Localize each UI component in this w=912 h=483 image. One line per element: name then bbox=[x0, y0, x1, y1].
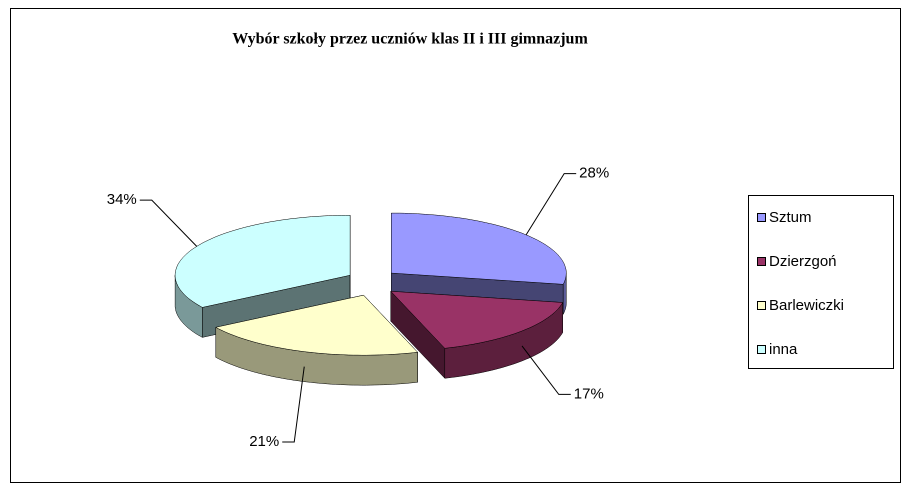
leader-line bbox=[282, 366, 305, 443]
data-label: 21% bbox=[249, 433, 279, 450]
legend-swatch bbox=[757, 213, 766, 222]
data-label: 28% bbox=[579, 165, 609, 182]
leader-line bbox=[525, 173, 577, 236]
legend-label: Sztum bbox=[769, 209, 812, 226]
slice bbox=[391, 212, 567, 285]
leader-line bbox=[139, 199, 198, 247]
legend-swatch bbox=[757, 257, 766, 266]
slice bbox=[174, 215, 351, 308]
leader-line bbox=[521, 345, 571, 395]
slice bbox=[215, 294, 419, 356]
legend-swatch bbox=[757, 345, 766, 354]
legend-label: Barlewiczki bbox=[769, 297, 844, 314]
data-label: 34% bbox=[107, 191, 137, 208]
legend-label: Dzierzgoń bbox=[769, 253, 837, 270]
legend-swatch bbox=[757, 301, 766, 310]
legend-label: inna bbox=[769, 341, 798, 358]
chart-title: Wybór szkoły przez uczniów klas II i III… bbox=[232, 31, 588, 48]
slice bbox=[390, 290, 564, 349]
legend-box bbox=[748, 195, 894, 369]
data-label: 17% bbox=[574, 385, 604, 402]
